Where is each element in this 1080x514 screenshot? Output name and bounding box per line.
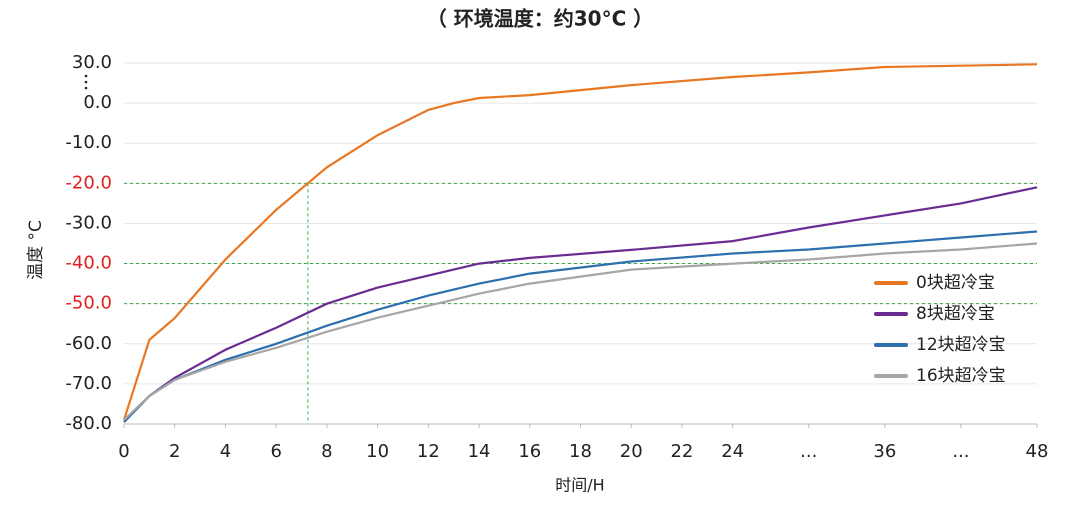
y-tick-label: 30.0	[72, 52, 112, 73]
x-tick-label: 0	[118, 441, 129, 462]
x-tick-label: 2	[169, 441, 180, 462]
x-tick-label: 10	[366, 441, 389, 462]
y-tick-label: -40.0	[65, 253, 112, 274]
y-axis-label: 温度 °C	[26, 220, 46, 280]
y-tick-label: -20.0	[65, 172, 112, 193]
x-tick-label: 4	[220, 441, 231, 462]
x-tick-label: 48	[1026, 441, 1049, 462]
x-tick-label: 18	[569, 441, 592, 462]
x-tick-label: 16	[518, 441, 541, 462]
y-tick-label: -60.0	[65, 333, 112, 354]
x-tick-label: 22	[670, 441, 693, 462]
x-axis-label: 时间/H	[555, 476, 604, 495]
y-tick-label: -10.0	[65, 132, 112, 153]
x-tick-label: 6	[270, 441, 281, 462]
x-tick-label: ...	[952, 441, 969, 462]
x-tick-label: 24	[721, 441, 744, 462]
series-line	[123, 186, 1038, 423]
x-tick-label: ...	[800, 441, 817, 462]
x-tick-label: 8	[321, 441, 332, 462]
y-tick-label: -50.0	[65, 293, 112, 314]
y-break-dots	[84, 74, 88, 90]
legend-label: 8块超冷宝	[916, 304, 995, 324]
y-tick-label: 0.0	[83, 92, 112, 113]
series-line	[123, 242, 1038, 421]
legend-label: 12块超冷宝	[916, 335, 1006, 355]
series-line	[122, 63, 1038, 421]
chart-title: （ 环境温度：约30°C ）	[427, 7, 653, 31]
x-tick-label: 12	[417, 441, 440, 462]
legend-label: 0块超冷宝	[916, 273, 995, 293]
y-tick-label: -80.0	[65, 413, 112, 434]
legend-label: 16块超冷宝	[916, 366, 1006, 386]
y-tick-label: -30.0	[65, 212, 112, 233]
x-tick-label: 14	[468, 441, 491, 462]
x-tick-label: 36	[873, 441, 896, 462]
x-tick-label: 20	[620, 441, 643, 462]
series-line	[123, 230, 1038, 423]
y-tick-label: -70.0	[65, 373, 112, 394]
